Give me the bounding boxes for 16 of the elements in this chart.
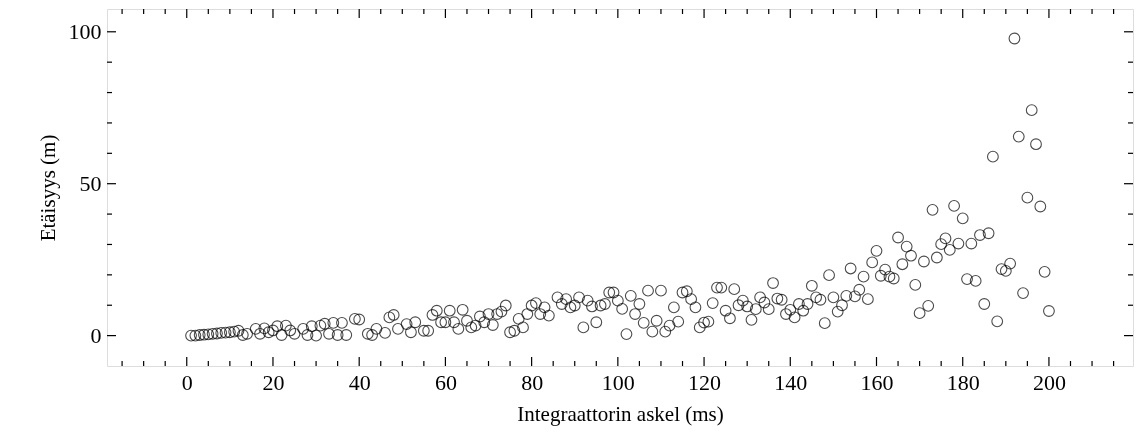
x-tick-label: 200 [1032, 369, 1066, 395]
y-tick-label: 100 [68, 19, 102, 45]
x-tick-label: 80 [521, 369, 544, 395]
x-axis-title: Integraattorin askel (ms) [517, 401, 724, 426]
x-tick-label: 40 [348, 369, 371, 395]
x-tick-label: 160 [860, 369, 894, 395]
y-axis-title: Etäisyys (m) [35, 134, 60, 242]
x-tick-label: 60 [434, 369, 457, 395]
y-tick-label: 50 [79, 171, 102, 197]
x-tick-label: 100 [601, 369, 635, 395]
y-tick-label: 0 [90, 323, 102, 349]
x-tick-label: 20 [262, 369, 285, 395]
x-tick-label: 0 [181, 369, 193, 395]
x-tick-label: 120 [688, 369, 722, 395]
x-tick-label: 140 [774, 369, 808, 395]
x-tick-label: 180 [946, 369, 980, 395]
